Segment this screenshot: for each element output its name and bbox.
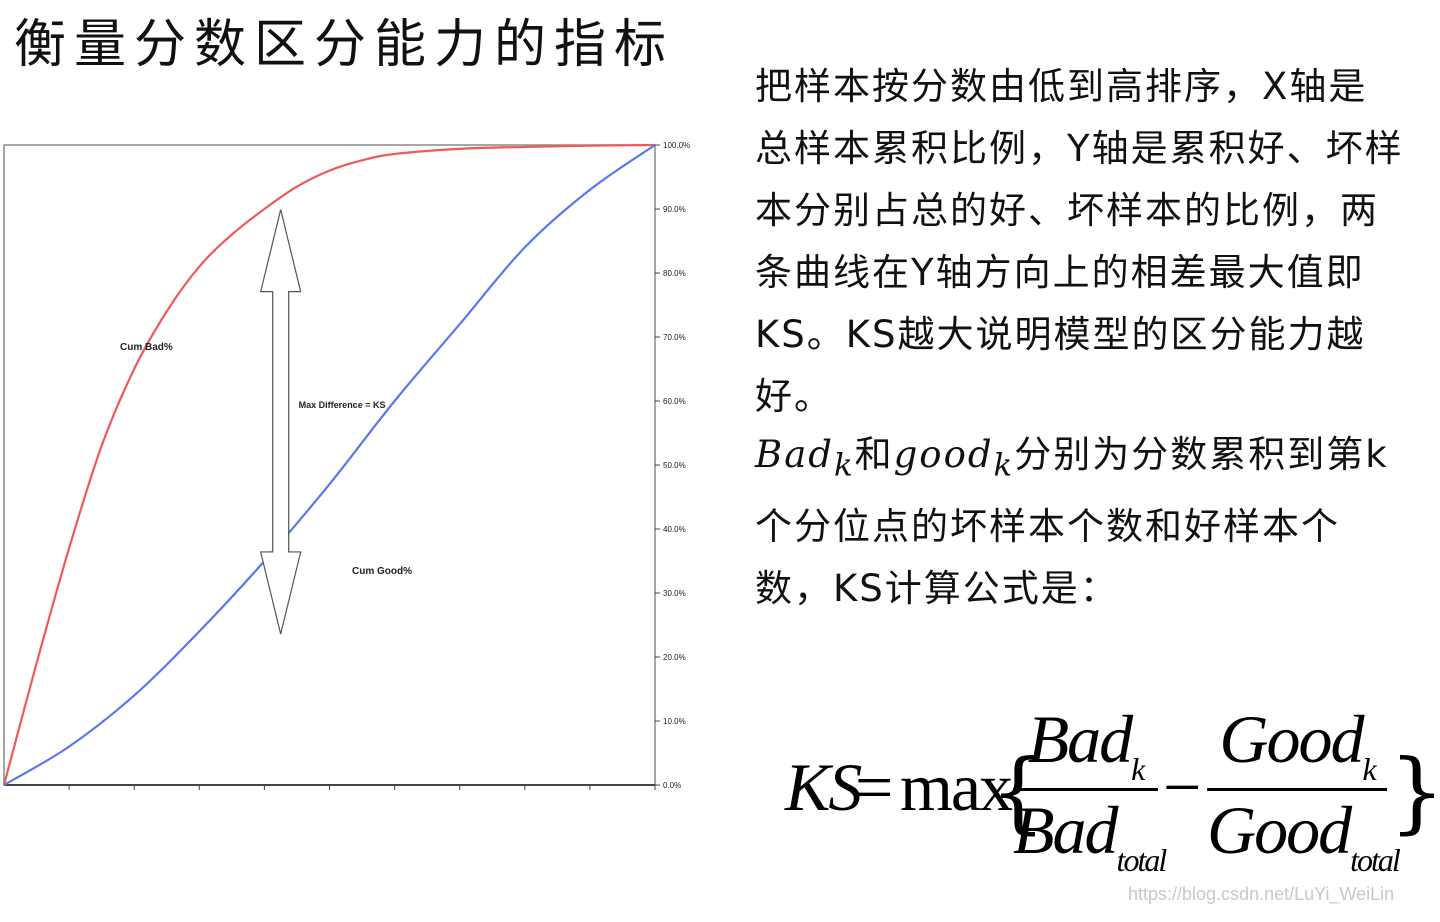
- series-label-cum-good: Cum Good%: [352, 566, 412, 577]
- series-label-cum-bad: Cum Bad%: [120, 342, 173, 353]
- cum-bad-line: [2, 143, 656, 786]
- bad-fraction: Badk Badtotal: [1013, 700, 1167, 879]
- watermark: https://blog.csdn.net/LuYi_WeiLin: [1128, 884, 1395, 904]
- definition-rest: 分别为分数累积到第k个分位点的坏样本个数和好样本个数，KS计算公式是：: [755, 433, 1389, 611]
- y-tick-label: 90.0%: [663, 205, 686, 214]
- y-tick-label: 50.0%: [663, 461, 686, 470]
- y-tick-label: 40.0%: [663, 525, 686, 534]
- y-tick-label: 30.0%: [663, 589, 686, 598]
- cum-good-line: [3, 144, 656, 786]
- y-tick-label: 10.0%: [663, 717, 686, 726]
- formula-lhs: KS: [785, 749, 862, 825]
- description-paragraph: 把样本按分数由低到高排序，X轴是总样本累积比例，Y轴是累积好、坏样本分别占总的好…: [755, 65, 1404, 418]
- formula-max: max: [900, 749, 1013, 825]
- good-fraction: Goodk Goodtotal: [1207, 700, 1401, 879]
- bad-denominator: Badtotal: [1013, 792, 1167, 878]
- ks-double-arrow: [259, 209, 302, 635]
- bad-k-symbol: Badk: [755, 433, 855, 484]
- good-fraction-bar: [1207, 788, 1387, 791]
- bad-numerator: Badk: [1027, 701, 1146, 787]
- formula-minus: −: [1163, 749, 1201, 825]
- plot-frame: [3, 144, 656, 786]
- good-k-symbol: goodk: [893, 433, 1015, 484]
- y-tick-label: 20.0%: [663, 653, 686, 662]
- good-numerator: Goodk: [1219, 701, 1376, 787]
- ks-chart: 0.0% 10.0% 20.0% 30.0% 40.0% 50.0% 60.0% 70.0% 8…: [2, 141, 690, 790]
- y-tick-label: 60.0%: [663, 397, 686, 406]
- y-tick-label: 70.0%: [663, 333, 686, 342]
- definition-paragraph: Badk和goodk分别为分数累积到第k个分位点的坏样本个数和好样本个数，KS计…: [755, 424, 1405, 620]
- y-tick-label: 80.0%: [663, 269, 686, 278]
- bad-fraction-bar: [1013, 788, 1158, 791]
- formula-close-brace: }: [1389, 740, 1440, 843]
- and-text: 和: [854, 433, 894, 476]
- ks-annotation-label: Max Difference = KS: [299, 400, 386, 410]
- formula-open-brace: {: [990, 740, 1046, 843]
- good-denominator: Goodtotal: [1207, 792, 1401, 878]
- y-tick-label: 100.0%: [663, 141, 690, 150]
- y-tick-label: 0.0%: [663, 781, 681, 790]
- page-title: 衡量分数区分能力的指标: [14, 15, 675, 75]
- formula-equals: =: [855, 749, 893, 825]
